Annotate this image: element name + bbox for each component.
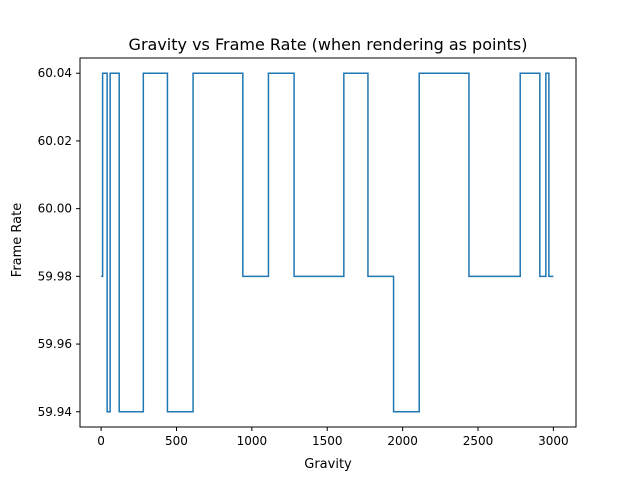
- y-tick-label: 60.02: [38, 134, 72, 148]
- x-tick-label: 2000: [387, 434, 418, 448]
- y-tick-label: 60.00: [38, 202, 72, 216]
- x-tick-label: 2500: [463, 434, 494, 448]
- x-tick-label: 1000: [237, 434, 268, 448]
- y-axis: 59.94 59.96 59.98 60.00 60.02 60.04: [38, 66, 80, 419]
- series-line-0: [101, 72, 554, 413]
- x-axis: 0 500 1000 1500 2000 2500 3000: [97, 427, 569, 448]
- chart-title: Gravity vs Frame Rate (when rendering as…: [129, 35, 528, 54]
- x-tick-label: 0: [97, 434, 105, 448]
- x-tick-label: 1500: [312, 434, 343, 448]
- axes-frame: [79, 57, 577, 428]
- x-tick-label: 3000: [538, 434, 569, 448]
- y-axis-label: Frame Rate: [10, 203, 25, 277]
- y-tick-label: 59.96: [38, 337, 72, 351]
- x-axis-label: Gravity: [304, 457, 352, 472]
- x-tick-label: 500: [165, 434, 188, 448]
- y-tick-label: 60.04: [38, 66, 72, 80]
- y-tick-label: 59.98: [38, 269, 72, 283]
- plot-area: [101, 72, 554, 413]
- y-tick-label: 59.94: [38, 405, 72, 419]
